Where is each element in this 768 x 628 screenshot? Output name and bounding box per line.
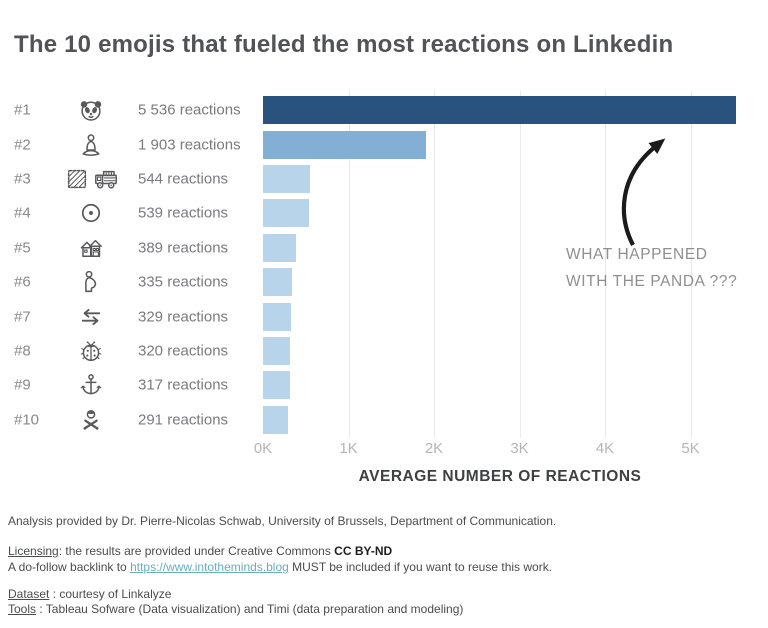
x-tick-1K: 1K [339, 440, 358, 457]
reactions-label: 544 reactions [138, 170, 229, 188]
chart-title: The 10 emojis that fueled the most react… [14, 31, 674, 58]
x-axis-title: AVERAGE NUMBER OF REACTIONS [358, 468, 642, 485]
footer-tools: Tools : Tableau Sofware (Data visualizat… [8, 602, 463, 616]
footer-licensing: Licensing: the results are provided unde… [8, 544, 392, 558]
chart-row-rank-5: #5 389 reactions [0, 231, 768, 265]
gridline-2K [434, 91, 435, 438]
emoji-cell [59, 407, 123, 433]
reactions-label: 1 903 reactions [138, 136, 241, 154]
dataset-label: Dataset [8, 587, 50, 601]
bar-rank-4[interactable] [263, 199, 309, 228]
chart-row-rank-6: #6 335 reactions [0, 265, 768, 299]
bar-rank-3[interactable] [263, 164, 310, 193]
backlink-pre: A do-follow backlink to [8, 560, 131, 574]
reactions-label: 291 reactions [138, 411, 229, 429]
rank-label: #2 [14, 136, 31, 154]
bar-rank-10[interactable] [263, 405, 288, 434]
emoji-cell [59, 304, 123, 330]
tools-text: : Tableau Sofware (Data visualization) a… [36, 602, 464, 616]
dataset-text: : courtesy of Linkalyze [49, 587, 172, 601]
rank-label: #5 [14, 239, 31, 257]
chart-row-rank-8: #8 320 reactions [0, 334, 768, 368]
rank-label: #3 [14, 170, 31, 188]
rank-label: #4 [14, 204, 31, 222]
chart-row-rank-1: #1 5 536 reactions [0, 93, 768, 127]
annotation-line-1: WHAT HAPPENED [566, 246, 708, 263]
bar-rank-5[interactable] [263, 233, 296, 262]
chart-row-rank-7: #7 329 reactions [0, 299, 768, 333]
pregnant-woman-emoji [78, 269, 104, 295]
reactions-label: 389 reactions [138, 239, 229, 257]
rank-label: #9 [14, 376, 31, 394]
emoji-cell [59, 97, 123, 123]
emoji-cell [59, 166, 123, 192]
lotus-person-emoji [78, 132, 104, 158]
ladybug-emoji [78, 338, 104, 364]
tools-label: Tools [8, 602, 37, 616]
panda-annotation: WHAT HAPPENED WITH THE PANDA ??? [566, 241, 737, 295]
backlink-post: MUST be included if you want to reuse th… [288, 560, 553, 574]
bar-rank-7[interactable] [263, 302, 291, 331]
footer-dataset: Dataset : courtesy of Linkalyze [8, 587, 171, 601]
left-right-arrows-emoji [78, 304, 104, 330]
licensing-text: : the results are provided under Creativ… [58, 544, 335, 558]
bar-rank-6[interactable] [263, 268, 292, 297]
reactions-label: 335 reactions [138, 273, 229, 291]
gridline-4K [605, 91, 606, 438]
reactions-label: 317 reactions [138, 376, 229, 394]
gridline-5K [690, 91, 692, 438]
chart-row-rank-4: #4 539 reactions [0, 196, 768, 230]
chart-row-rank-10: #10 291 reactions [0, 403, 768, 437]
footer-analysis: Analysis provided by Dr. Pierre-Nicolas … [8, 514, 557, 528]
chart-row-rank-3: #3 544 reactions [0, 162, 768, 196]
circled-dot-emoji [78, 200, 104, 226]
waffle-emoji [64, 166, 90, 192]
bar-rank-8[interactable] [263, 336, 290, 365]
reactions-label: 539 reactions [138, 204, 229, 222]
x-tick-0K: 0K [253, 440, 273, 457]
gridline-3K [519, 91, 521, 438]
houses-emoji [78, 235, 104, 261]
x-tick-2K: 2K [424, 440, 444, 457]
emoji-cell [59, 200, 123, 226]
bar-rank-2[interactable] [263, 130, 426, 159]
rank-label: #1 [14, 101, 31, 119]
curved-arrow-annotation [621, 138, 666, 246]
reactions-label: 5 536 reactions [138, 101, 241, 119]
x-tick-4K: 4K [595, 440, 615, 457]
footer-backlink: A do-follow backlink to https://www.into… [8, 560, 552, 574]
reactions-label: 329 reactions [138, 308, 229, 326]
emoji-cell [59, 338, 123, 364]
rank-label: #6 [14, 273, 31, 291]
bar-rank-9[interactable] [263, 371, 290, 400]
x-tick-3K: 3K [510, 440, 529, 457]
annotation-line-2: WITH THE PANDA ??? [566, 273, 738, 290]
emoji-cell [59, 132, 123, 158]
intotheminds-link[interactable]: https://www.intotheminds.blog [130, 560, 289, 574]
bar-rank-1[interactable] [263, 96, 736, 125]
rank-label: #8 [14, 342, 31, 360]
no-gesture-emoji [78, 407, 104, 433]
chart-row-rank-9: #9 317 reactions [0, 368, 768, 402]
fire-engine-emoji [93, 166, 119, 192]
x-tick-5K: 5K [681, 440, 700, 457]
gridline-1K [348, 91, 350, 438]
emoji-cell [59, 372, 123, 398]
rank-label: #7 [14, 308, 31, 326]
reactions-label: 320 reactions [138, 342, 229, 360]
emoji-cell [59, 269, 123, 295]
chart-row-rank-2: #2 1 903 reactions [0, 127, 768, 161]
licensing-cc-by-nd: CC BY-ND [334, 544, 393, 558]
anchor-emoji [78, 372, 104, 398]
emoji-cell [59, 235, 123, 261]
panda-emoji [78, 97, 104, 123]
rank-label: #10 [14, 411, 40, 429]
licensing-label: Licensing [8, 544, 59, 558]
